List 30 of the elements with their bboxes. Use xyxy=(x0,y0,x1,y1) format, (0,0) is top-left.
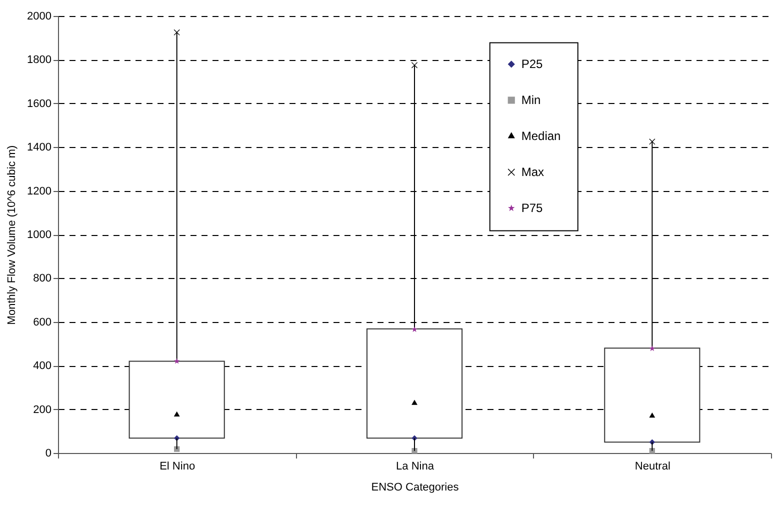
point xyxy=(174,29,180,36)
legend-label: Min xyxy=(521,93,541,108)
legend-label: P25 xyxy=(521,57,544,72)
point xyxy=(412,400,418,405)
y-tick-label: 800 xyxy=(33,272,52,285)
x-tick-label: Neutral xyxy=(634,460,670,472)
legend-label: Max xyxy=(521,165,544,180)
y-tick-label: 1400 xyxy=(27,142,52,154)
x-axis-title: ENSO Categories xyxy=(371,482,460,494)
point xyxy=(174,411,180,416)
y-tick-label: 2000 xyxy=(27,10,52,22)
y-tick-label: 600 xyxy=(33,316,52,328)
point xyxy=(649,345,656,352)
point xyxy=(411,62,418,68)
y-axis-title: Monthly Flow Volume (10^6 cubic m) xyxy=(6,145,18,325)
y-tick-label: 1600 xyxy=(27,98,52,110)
x-tick-label: La Nina xyxy=(396,460,435,472)
y-tick-label: 400 xyxy=(33,360,52,372)
point xyxy=(412,326,418,332)
point xyxy=(412,448,418,454)
y-tick-label: 1200 xyxy=(27,185,52,198)
y-tick-label: 1000 xyxy=(27,229,52,241)
x-tick-label: El Nino xyxy=(160,460,196,472)
y-tick-label: 0 xyxy=(45,448,52,460)
y-tick-label: 1800 xyxy=(27,54,52,66)
point xyxy=(649,412,656,418)
legend-label: Median xyxy=(521,129,561,144)
y-tick-label: 200 xyxy=(33,404,52,416)
point xyxy=(174,358,180,364)
legend-label: P75 xyxy=(521,201,544,216)
